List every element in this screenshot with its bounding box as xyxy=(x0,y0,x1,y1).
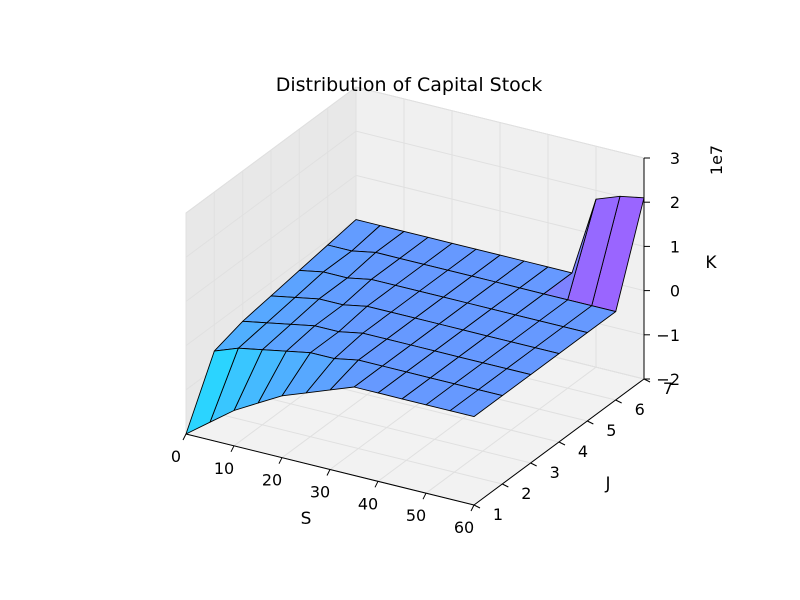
x-tick-label: 40 xyxy=(358,494,378,513)
surface-plot xyxy=(185,195,645,435)
x-axis-label: S xyxy=(301,509,312,529)
axis-lines xyxy=(182,157,651,512)
x-tick-mark xyxy=(230,445,235,453)
z-tick-label: 3 xyxy=(670,149,680,168)
y-tick-mark xyxy=(530,462,537,467)
grid-line-k xyxy=(185,130,645,258)
x-tick-mark xyxy=(422,492,427,500)
y-tick-label: 4 xyxy=(578,442,588,461)
chart-title: Distribution of Capital Stock xyxy=(276,74,542,96)
z-tick-label: −2 xyxy=(656,370,680,389)
x-tick-mark xyxy=(470,504,475,512)
y-tick-mark xyxy=(473,504,481,509)
z-tick-label: 2 xyxy=(670,193,680,212)
x-tick-mark xyxy=(278,457,283,464)
y-tick-mark xyxy=(502,483,509,488)
x-tick-label: 60 xyxy=(454,518,474,537)
y-tick-label: 3 xyxy=(550,463,560,482)
x-tick-mark xyxy=(374,481,379,488)
y-tick-label: 5 xyxy=(606,421,616,440)
y-tick-mark xyxy=(558,441,566,446)
grid-line-k xyxy=(185,86,645,214)
z-tick-label: 1 xyxy=(670,237,680,256)
y-tick-label: 7 xyxy=(663,379,673,398)
z-tick-label: −1 xyxy=(656,326,680,345)
y-tick-label: 1 xyxy=(493,505,503,524)
y-tick-label: 2 xyxy=(521,484,531,503)
y-tick-mark xyxy=(587,420,594,425)
y-tick-mark xyxy=(615,399,622,404)
x-tick-label: 10 xyxy=(214,459,234,478)
surface-face xyxy=(185,347,239,435)
grid-line-k xyxy=(185,174,645,302)
y-axis-label: J xyxy=(604,474,610,494)
x-tick-mark xyxy=(182,433,187,441)
z-offset-label: 1e7 xyxy=(707,145,726,175)
z-tick-label: 0 xyxy=(670,282,680,301)
z-axis-label: K xyxy=(705,253,717,273)
x-tick-label: 0 xyxy=(171,447,181,466)
x-tick-mark xyxy=(326,469,331,476)
x-tick-label: 50 xyxy=(406,506,426,525)
y-tick-label: 6 xyxy=(635,400,645,419)
x-tick-label: 20 xyxy=(262,471,282,490)
x-tick-label: 30 xyxy=(310,483,330,502)
